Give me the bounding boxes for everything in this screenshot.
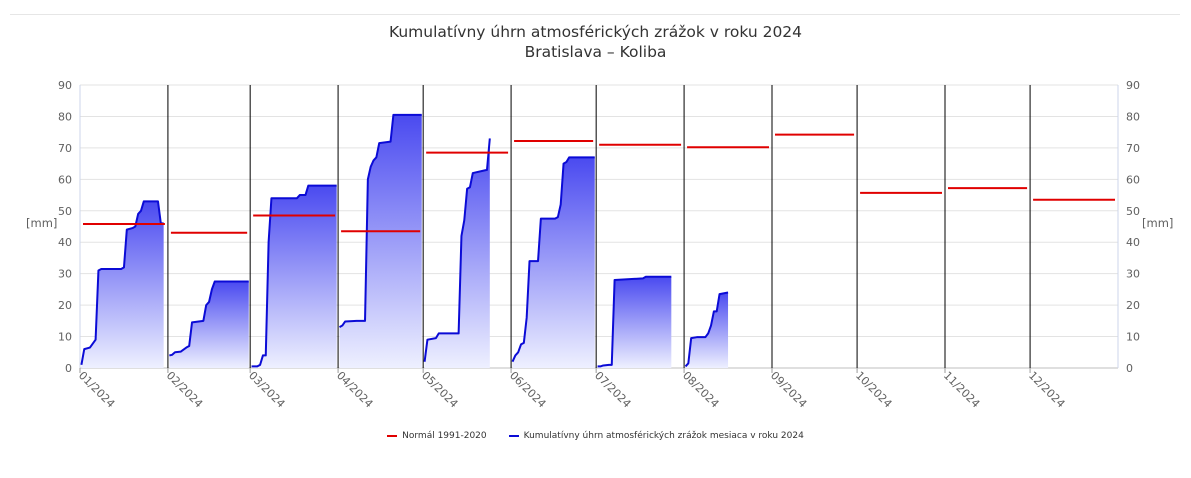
cumulative-area-2 [169, 281, 249, 368]
y-tick-label-right: 50 [1126, 205, 1140, 218]
y-axis-label-left: [mm] [26, 216, 57, 230]
x-tick-label: 03/2024 [246, 369, 288, 411]
y-tick-label-right: 20 [1126, 299, 1140, 312]
x-tick-label: 09/2024 [768, 369, 810, 411]
chart-title-block: Kumulatívny úhrn atmosférických zrážok v… [0, 22, 1191, 62]
cumulative-line-1 [80, 200, 164, 366]
x-tick-label: 12/2024 [1026, 369, 1068, 411]
cumulative-area-8 [685, 292, 729, 368]
cumulative-line-3 [251, 184, 337, 368]
cumulative-area-7 [597, 276, 672, 368]
x-tick-label: 01/2024 [76, 369, 118, 411]
x-tick-label: 08/2024 [680, 369, 722, 411]
legend-label-normal: Normál 1991-2020 [402, 431, 487, 441]
month-separators [167, 85, 1031, 368]
cumulative-area-5 [424, 138, 490, 368]
x-tick-label: 04/2024 [334, 369, 376, 411]
y-tick-label-left: 10 [58, 331, 72, 344]
cumulative-area-6 [512, 157, 595, 368]
y-tick-label-right: 0 [1126, 362, 1133, 375]
y-tick-label-right: 30 [1126, 268, 1140, 281]
normal-lines [83, 133, 1115, 234]
x-tick-label: 07/2024 [592, 369, 634, 411]
chart-title: Kumulatívny úhrn atmosférických zrážok v… [388, 23, 803, 41]
y-tick-label-left: 50 [58, 205, 72, 218]
y-tick-label-left: 0 [65, 362, 72, 375]
cumulative-line-8 [684, 291, 729, 368]
legend: Normál 1991-2020 Kumulatívny úhrn atmosf… [0, 431, 1191, 441]
cumulative-area-1 [81, 201, 164, 368]
y-tick-label-left: 90 [58, 79, 72, 92]
cumulative-area-4 [339, 114, 422, 369]
y-tick-label-right: 70 [1126, 142, 1140, 155]
x-tick-label: 05/2024 [419, 369, 461, 411]
y-tick-label-left: 80 [58, 110, 72, 123]
y-tick-label-left: 30 [58, 268, 72, 281]
legend-swatch-normal [387, 435, 398, 437]
y-tick-label-right: 60 [1126, 173, 1140, 186]
y-tick-label-right: 90 [1126, 79, 1140, 92]
y-tick-label-right: 40 [1126, 236, 1140, 249]
legend-label-cumulative: Kumulatívny úhrn atmosférických zrážok m… [523, 431, 804, 441]
x-tick-label: 11/2024 [941, 369, 983, 411]
x-tick-label: 06/2024 [507, 369, 549, 411]
y-tick-label-left: 40 [58, 236, 72, 249]
y-tick-label-right: 10 [1126, 331, 1140, 344]
cumulative-line-6 [511, 156, 595, 363]
legend-item-cumulative[interactable]: Kumulatívny úhrn atmosférických zrážok m… [508, 431, 804, 441]
cumulative-line-7 [597, 275, 672, 368]
y-tick-label-left: 60 [58, 173, 72, 186]
cumulative-line-5 [423, 138, 491, 362]
x-tick-label: 02/2024 [164, 369, 206, 411]
chart-subtitle: Bratislava – Koliba [524, 43, 667, 61]
cumulative-areas [80, 113, 729, 369]
y-tick-label-right: 80 [1126, 110, 1140, 123]
legend-item-normal[interactable]: Normál 1991-2020 [387, 431, 487, 441]
cumulative-line-4 [339, 113, 422, 328]
y-tick-label-left: 20 [58, 299, 72, 312]
cumulative-line-2 [169, 280, 249, 357]
legend-swatch-cumulative [508, 435, 519, 437]
x-tick-label: 10/2024 [853, 369, 895, 411]
y-tick-label-left: 70 [58, 142, 72, 155]
cumulative-area-3 [251, 185, 337, 368]
y-axis-label-right: [mm] [1142, 216, 1173, 230]
header-divider [10, 14, 1180, 15]
